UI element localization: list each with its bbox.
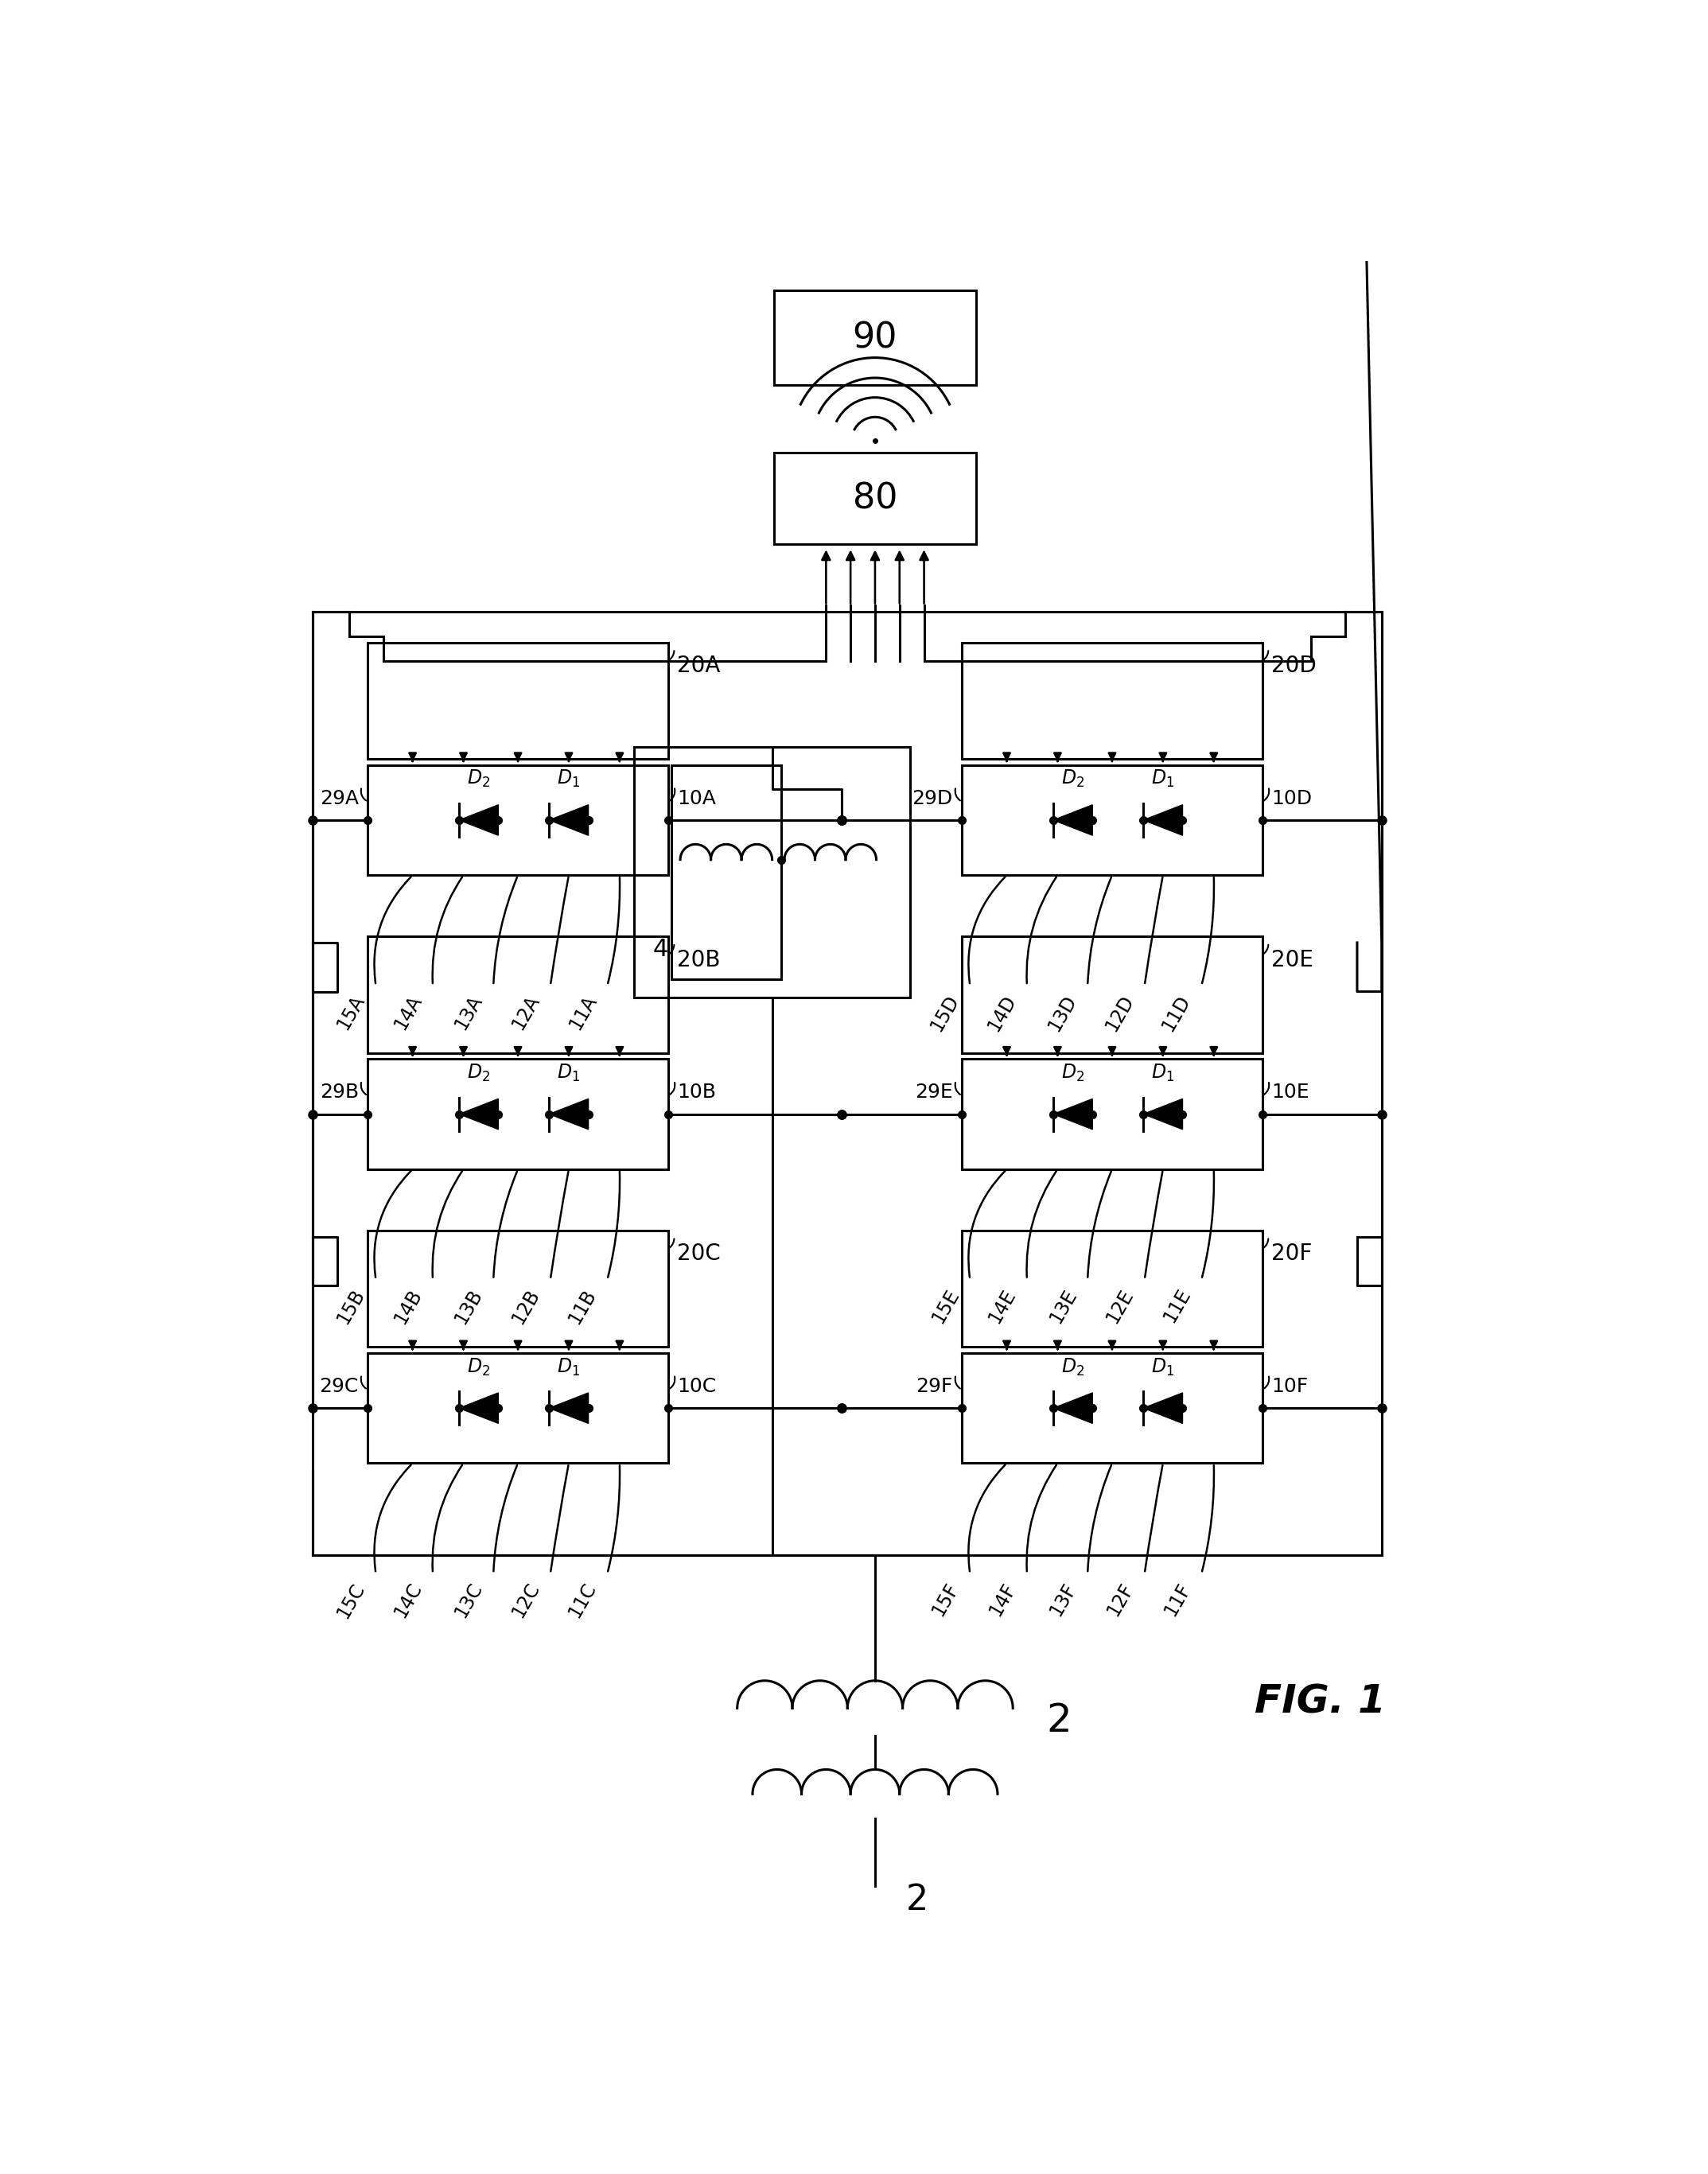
Bar: [962, 937, 1262, 1052]
Text: 20A: 20A: [676, 654, 721, 676]
Text: 20E: 20E: [1271, 948, 1313, 972]
Text: 11F: 11F: [1160, 1580, 1194, 1620]
Text: $D_2$: $D_2$: [1061, 770, 1085, 789]
Text: 4: 4: [652, 937, 668, 961]
Text: 12B: 12B: [509, 1285, 543, 1326]
Text: 20F: 20F: [1271, 1244, 1312, 1265]
Text: 13F: 13F: [1047, 1580, 1079, 1620]
Text: FIG. 1: FIG. 1: [1255, 1683, 1385, 1722]
Text: 12E: 12E: [1103, 1285, 1138, 1326]
Text: 10F: 10F: [1271, 1376, 1308, 1396]
Text: 13D: 13D: [1045, 991, 1079, 1035]
Text: 29B: 29B: [319, 1083, 359, 1102]
Bar: [774, 291, 975, 385]
Text: 80: 80: [852, 480, 897, 515]
Bar: [367, 1230, 668, 1348]
Text: 14F: 14F: [986, 1580, 1020, 1620]
Bar: [634, 746, 910, 998]
Text: $D_2$: $D_2$: [468, 770, 490, 789]
Text: 11D: 11D: [1158, 991, 1194, 1035]
Text: 29C: 29C: [319, 1376, 359, 1396]
Text: 15D: 15D: [927, 991, 963, 1035]
Text: 13A: 13A: [451, 991, 487, 1033]
Text: 12F: 12F: [1103, 1580, 1138, 1620]
Text: $D_2$: $D_2$: [1061, 1357, 1085, 1378]
Text: $D_1$: $D_1$: [557, 1063, 581, 1083]
Text: $D_1$: $D_1$: [557, 1357, 581, 1378]
Text: 15F: 15F: [929, 1580, 963, 1620]
Bar: [671, 765, 781, 978]
Polygon shape: [459, 1394, 499, 1424]
Text: $D_1$: $D_1$: [1151, 1357, 1175, 1378]
Text: 14D: 14D: [984, 991, 1020, 1035]
Text: 14B: 14B: [391, 1285, 425, 1326]
Text: 29D: 29D: [912, 789, 953, 809]
Text: 12C: 12C: [507, 1580, 543, 1622]
Polygon shape: [550, 1394, 588, 1424]
Text: 11B: 11B: [565, 1285, 600, 1326]
Bar: [367, 1059, 668, 1170]
Text: 11A: 11A: [565, 991, 600, 1033]
Polygon shape: [550, 1098, 588, 1128]
Bar: [367, 765, 668, 876]
Text: 14A: 14A: [391, 991, 425, 1033]
Bar: [367, 644, 668, 759]
Text: 2: 2: [1047, 1702, 1073, 1739]
Text: 20D: 20D: [1271, 654, 1317, 676]
Polygon shape: [550, 804, 588, 835]
Polygon shape: [1143, 1098, 1182, 1128]
Text: 13E: 13E: [1045, 1285, 1079, 1326]
Polygon shape: [1054, 1394, 1093, 1424]
Text: 15B: 15B: [333, 1285, 369, 1326]
Text: 13B: 13B: [451, 1285, 487, 1326]
Text: 10B: 10B: [676, 1083, 716, 1102]
Polygon shape: [1143, 1394, 1182, 1424]
Text: 2: 2: [905, 1883, 927, 1917]
Bar: [367, 937, 668, 1052]
Text: 12D: 12D: [1102, 991, 1138, 1035]
Polygon shape: [1143, 804, 1182, 835]
Text: 90: 90: [852, 320, 897, 354]
Text: 10E: 10E: [1271, 1083, 1310, 1102]
Bar: [962, 1230, 1262, 1348]
Text: 29E: 29E: [915, 1083, 953, 1102]
Text: 13C: 13C: [451, 1580, 487, 1622]
Bar: [367, 1352, 668, 1463]
Polygon shape: [459, 1098, 499, 1128]
Text: 12A: 12A: [509, 991, 543, 1033]
Bar: [313, 611, 1382, 1554]
Text: 14E: 14E: [986, 1285, 1020, 1326]
Text: 15A: 15A: [333, 991, 369, 1033]
Text: $D_1$: $D_1$: [1151, 1063, 1175, 1083]
Text: 10C: 10C: [676, 1376, 716, 1396]
Text: 29F: 29F: [915, 1376, 953, 1396]
Text: 29A: 29A: [319, 789, 359, 809]
Text: 20C: 20C: [676, 1244, 721, 1265]
Text: 15C: 15C: [333, 1580, 369, 1622]
Text: 11C: 11C: [565, 1580, 600, 1622]
Text: 20B: 20B: [676, 948, 721, 972]
Text: 10A: 10A: [676, 789, 716, 809]
Text: $D_2$: $D_2$: [468, 1357, 490, 1378]
Bar: [962, 644, 1262, 759]
Bar: [962, 1352, 1262, 1463]
Text: 15E: 15E: [927, 1285, 963, 1326]
Text: 14C: 14C: [391, 1580, 425, 1622]
Bar: [774, 452, 975, 544]
Text: $D_2$: $D_2$: [468, 1063, 490, 1083]
Polygon shape: [1054, 804, 1093, 835]
Text: 11E: 11E: [1160, 1285, 1194, 1326]
Bar: [962, 1059, 1262, 1170]
Polygon shape: [1054, 1098, 1093, 1128]
Polygon shape: [459, 804, 499, 835]
Text: $D_1$: $D_1$: [557, 770, 581, 789]
Text: $D_2$: $D_2$: [1061, 1063, 1085, 1083]
Text: 10D: 10D: [1271, 789, 1312, 809]
Bar: [962, 765, 1262, 876]
Text: $D_1$: $D_1$: [1151, 770, 1175, 789]
